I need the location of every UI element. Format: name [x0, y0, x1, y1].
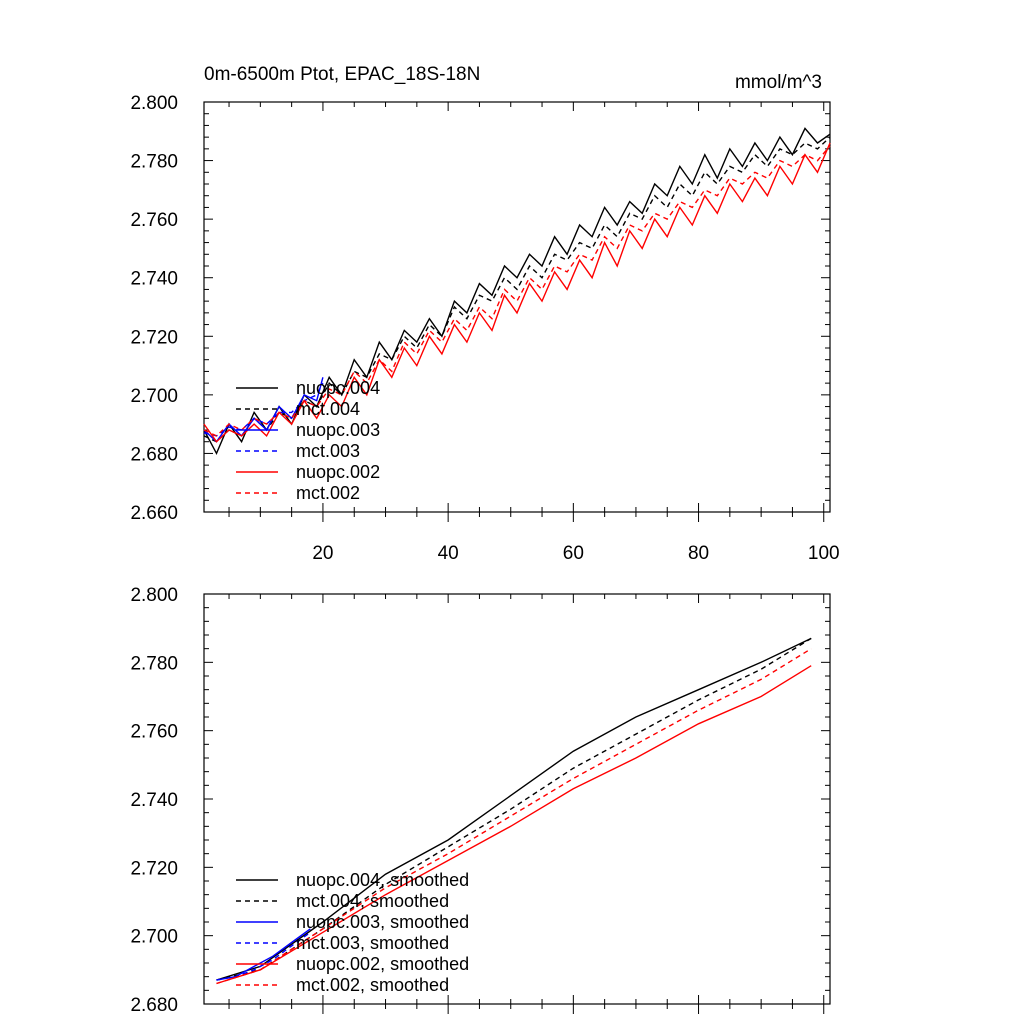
top-panel: 2.660 2.680 2.700 2.720 2.740 2.760 2.780 2.800…	[130, 64, 839, 564]
legend-label: nuopc.002	[296, 462, 380, 482]
y-tick-label: 2.740	[130, 269, 178, 290]
y-tick-label: 2.720	[130, 858, 178, 879]
y-tick-label: 2.680	[130, 444, 178, 465]
legend-label: nuopc.004, smoothed	[296, 870, 469, 890]
legend-label: nuopc.004	[296, 378, 380, 398]
y-tick-label: 2.760	[130, 722, 178, 743]
y-tick-label: 2.780	[130, 653, 178, 674]
y-tick-label: 2.720	[130, 327, 178, 348]
legend-label: mct.004, smoothed	[296, 891, 449, 911]
y-tick-label: 2.680	[130, 995, 178, 1016]
legend-label: mct.003	[296, 441, 360, 461]
x-tick-label: 40	[438, 543, 459, 564]
x-tick-label: 60	[563, 543, 584, 564]
series-line-nuopc-003-smoothed	[216, 928, 311, 981]
legend-label: nuopc.003, smoothed	[296, 912, 469, 932]
y-tick-label: 2.800	[130, 93, 178, 114]
legend-label: mct.002, smoothed	[296, 975, 449, 995]
series-line-nuopc-004	[203, 127, 831, 456]
series-line-nuopc-004-smoothed	[216, 637, 812, 981]
y-tick-label: 2.800	[130, 585, 178, 606]
chart-title: 0m-6500m Ptot, EPAC_18S-18N	[204, 64, 480, 85]
y-tick-label: 2.760	[130, 210, 178, 231]
x-tick-label: 80	[688, 543, 709, 564]
units-label: mmol/m^3	[735, 72, 822, 93]
y-tick-label: 2.780	[130, 152, 178, 173]
series-line-nuopc-002	[203, 142, 831, 443]
y-tick-label: 2.700	[130, 927, 178, 948]
plot-frame	[203, 101, 831, 513]
legend-label: nuopc.003	[296, 420, 380, 440]
legend-label: mct.002	[296, 483, 360, 503]
series-line-nuopc-002-smoothed	[216, 665, 812, 985]
series-line-mct-004-smoothed	[216, 637, 812, 981]
series-line-mct-004	[203, 136, 831, 443]
series-line-mct-002-smoothed	[216, 648, 812, 985]
y-tick-label: 2.700	[130, 386, 178, 407]
y-tick-label: 2.660	[130, 503, 178, 524]
legend-label: mct.003, smoothed	[296, 933, 449, 953]
bottom-panel: 2.680 2.700 2.720 2.740 2.760 2.780 2.800 nuopc…	[130, 585, 831, 1016]
legend-label: nuopc.002, smoothed	[296, 954, 469, 974]
x-tick-label: 20	[312, 543, 333, 564]
x-tick-label: 100	[808, 543, 840, 564]
y-tick-label: 2.740	[130, 790, 178, 811]
legend-label: mct.004	[296, 399, 360, 419]
